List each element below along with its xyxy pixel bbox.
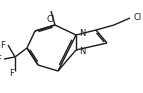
Text: N: N	[79, 46, 85, 56]
Text: Cl: Cl	[47, 15, 55, 24]
Text: F: F	[0, 40, 5, 49]
Text: N: N	[79, 29, 85, 39]
Text: F: F	[9, 69, 14, 77]
Text: F: F	[0, 54, 1, 64]
Text: Cl: Cl	[134, 13, 142, 23]
